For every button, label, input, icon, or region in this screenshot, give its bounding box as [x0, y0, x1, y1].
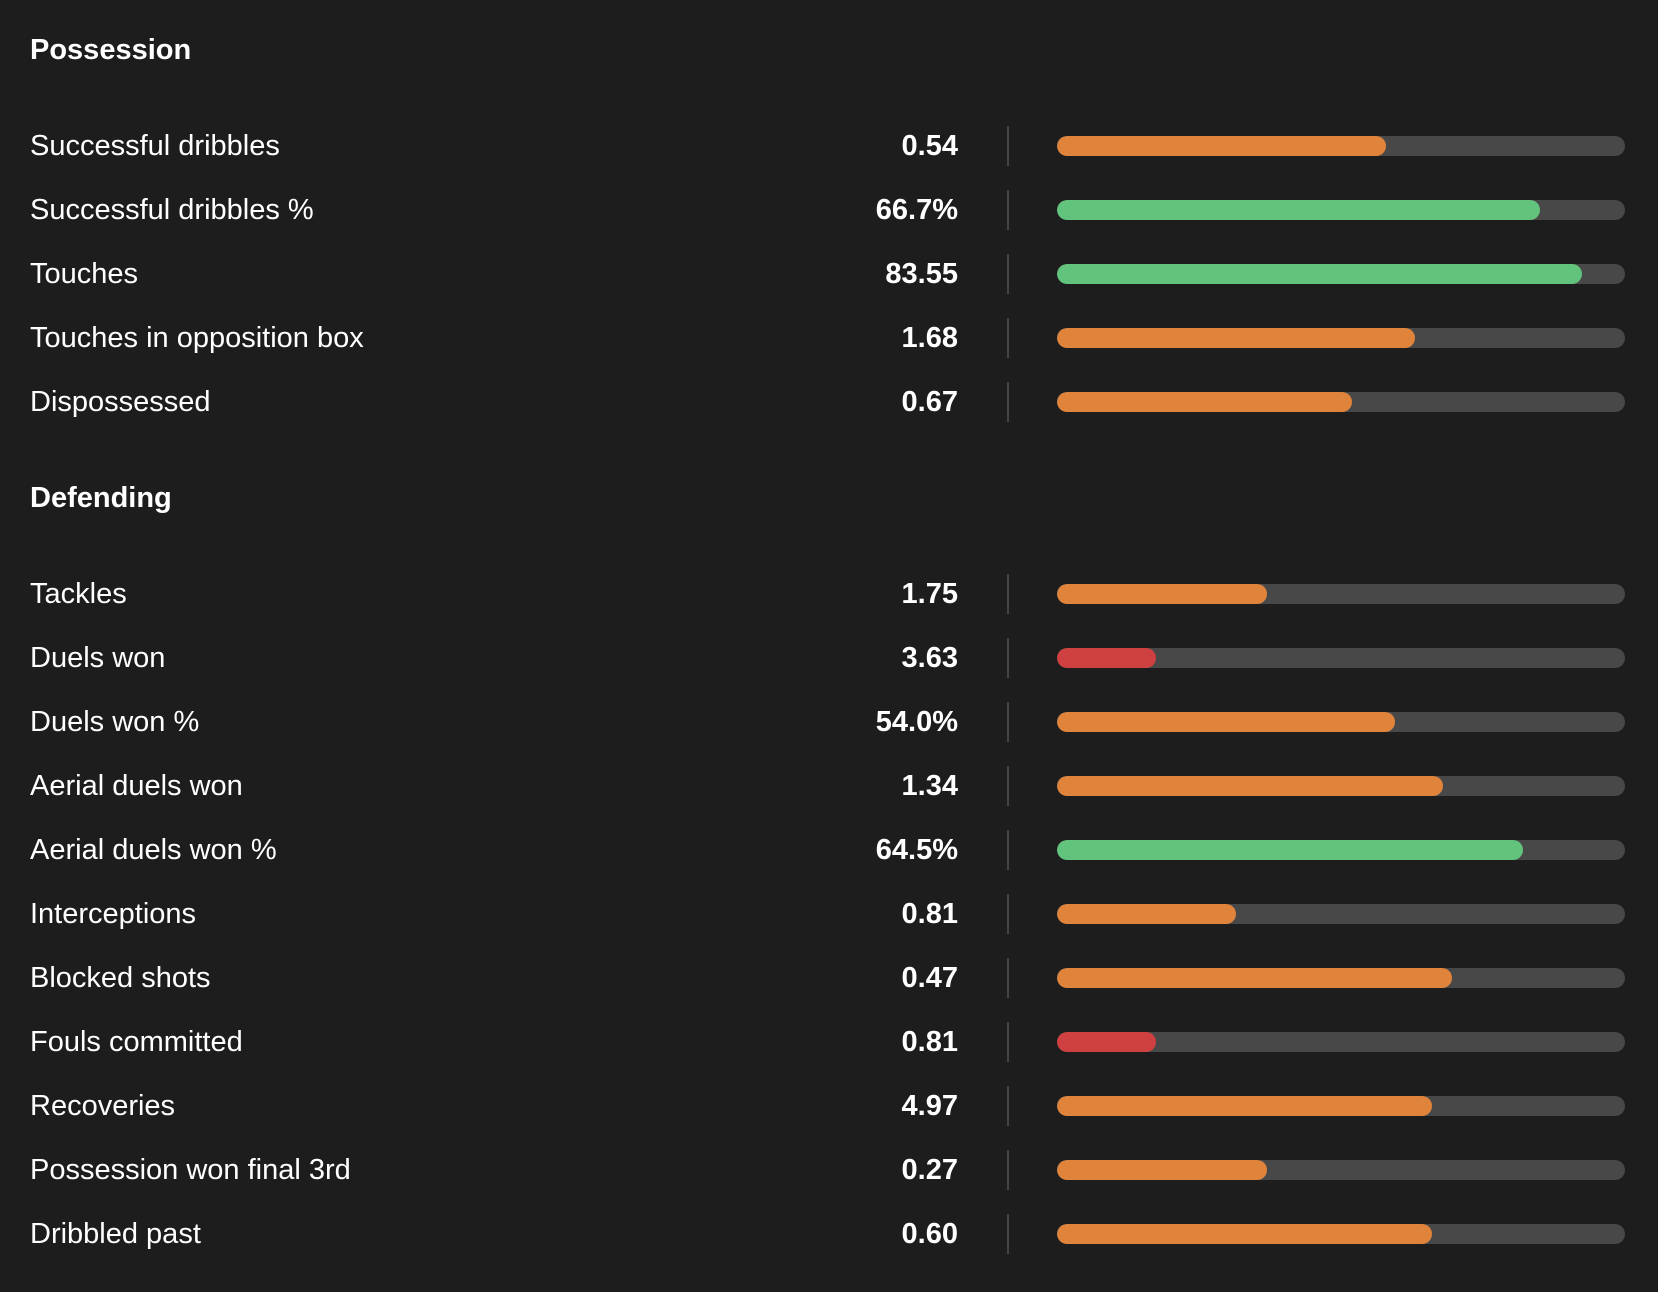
section-heading: Possession: [30, 34, 192, 66]
percentile-bar-track: [1057, 840, 1625, 860]
stat-row: Recoveries 4.97: [0, 1084, 1658, 1128]
percentile-bar-track: [1057, 584, 1625, 604]
stat-value: 1.68: [901, 322, 958, 354]
divider: [1007, 126, 1009, 166]
percentile-bar-fill: [1057, 1032, 1157, 1052]
percentile-bar-fill: [1057, 1096, 1432, 1116]
percentile-bar-track: [1057, 200, 1625, 220]
stat-row: Possession won final 3rd 0.27: [0, 1148, 1658, 1192]
percentile-bar-track: [1057, 264, 1625, 284]
percentile-bar-fill: [1057, 328, 1415, 348]
stat-value: 54.0%: [875, 706, 958, 738]
divider: [1007, 574, 1009, 614]
stat-label: Interceptions: [30, 898, 197, 930]
stat-row: Aerial duels won 1.34: [0, 764, 1658, 808]
stat-row: Duels won % 54.0%: [0, 700, 1658, 744]
stat-label: Tackles: [30, 578, 127, 610]
stat-row: Interceptions 0.81: [0, 892, 1658, 936]
percentile-bar-fill: [1057, 264, 1583, 284]
stat-label: Possession won final 3rd: [30, 1154, 351, 1186]
stat-value: 66.7%: [875, 194, 958, 226]
stat-row: Dispossessed 0.67: [0, 380, 1658, 424]
section-heading: Defending: [30, 482, 172, 514]
stat-value: 0.54: [901, 130, 958, 162]
percentile-bar-fill: [1057, 840, 1523, 860]
percentile-bar-track: [1057, 1032, 1625, 1052]
stat-value: 83.55: [885, 258, 958, 290]
percentile-bar-track: [1057, 1224, 1625, 1244]
stat-value: 64.5%: [875, 834, 958, 866]
stat-label: Duels won %: [30, 706, 200, 738]
stat-value: 4.97: [901, 1090, 958, 1122]
divider: [1007, 1150, 1009, 1190]
divider: [1007, 638, 1009, 678]
stat-row: Blocked shots 0.47: [0, 956, 1658, 1000]
stat-label: Duels won: [30, 642, 166, 674]
stat-value: 0.81: [901, 1026, 958, 1058]
percentile-bar-fill: [1057, 200, 1540, 220]
stat-value: 1.34: [901, 770, 958, 802]
stat-row: Touches 83.55: [0, 252, 1658, 296]
stat-value: 0.81: [901, 898, 958, 930]
stat-value: 0.27: [901, 1154, 958, 1186]
stat-row: Successful dribbles % 66.7%: [0, 188, 1658, 232]
percentile-bar-track: [1057, 392, 1625, 412]
percentile-bar-track: [1057, 776, 1625, 796]
stat-label: Successful dribbles %: [30, 194, 314, 226]
stat-label: Touches in opposition box: [30, 322, 364, 354]
stat-label: Aerial duels won: [30, 770, 243, 802]
percentile-bar-fill: [1057, 712, 1395, 732]
percentile-bar-track: [1057, 328, 1625, 348]
stat-label: Fouls committed: [30, 1026, 243, 1058]
percentile-bar-track: [1057, 648, 1625, 668]
stat-label: Aerial duels won %: [30, 834, 277, 866]
percentile-bar-track: [1057, 136, 1625, 156]
percentile-bar-fill: [1057, 648, 1157, 668]
divider: [1007, 1022, 1009, 1062]
stat-label: Successful dribbles: [30, 130, 280, 162]
percentile-bar-track: [1057, 904, 1625, 924]
stat-value: 0.47: [901, 962, 958, 994]
percentile-bar-fill: [1057, 968, 1452, 988]
divider: [1007, 702, 1009, 742]
divider: [1007, 766, 1009, 806]
stat-label: Recoveries: [30, 1090, 176, 1122]
stat-label: Blocked shots: [30, 962, 211, 994]
divider: [1007, 1086, 1009, 1126]
stat-row: Aerial duels won % 64.5%: [0, 828, 1658, 872]
stat-row: Dribbled past 0.60: [0, 1212, 1658, 1256]
percentile-bar-fill: [1057, 584, 1268, 604]
divider: [1007, 382, 1009, 422]
divider: [1007, 958, 1009, 998]
percentile-bar-fill: [1057, 776, 1444, 796]
divider: [1007, 894, 1009, 934]
stat-row: Tackles 1.75: [0, 572, 1658, 616]
percentile-bar-track: [1057, 1096, 1625, 1116]
divider: [1007, 254, 1009, 294]
percentile-bar-fill: [1057, 1224, 1432, 1244]
stat-label: Dribbled past: [30, 1218, 201, 1250]
percentile-bar-track: [1057, 712, 1625, 732]
divider: [1007, 190, 1009, 230]
percentile-bar-fill: [1057, 1160, 1268, 1180]
stat-row: Duels won 3.63: [0, 636, 1658, 680]
divider: [1007, 318, 1009, 358]
stat-label: Dispossessed: [30, 386, 211, 418]
stat-row: Fouls committed 0.81: [0, 1020, 1658, 1064]
percentile-bar-fill: [1057, 136, 1387, 156]
stat-row: Touches in opposition box 1.68: [0, 316, 1658, 360]
divider: [1007, 830, 1009, 870]
stat-label: Touches: [30, 258, 139, 290]
stat-value: 0.67: [901, 386, 958, 418]
percentile-bar-fill: [1057, 392, 1353, 412]
stat-value: 0.60: [901, 1218, 958, 1250]
divider: [1007, 1214, 1009, 1254]
percentile-bar-fill: [1057, 904, 1236, 924]
percentile-bar-track: [1057, 1160, 1625, 1180]
percentile-bar-track: [1057, 968, 1625, 988]
stat-row: Successful dribbles 0.54: [0, 124, 1658, 168]
stat-value: 1.75: [901, 578, 958, 610]
stat-value: 3.63: [901, 642, 958, 674]
